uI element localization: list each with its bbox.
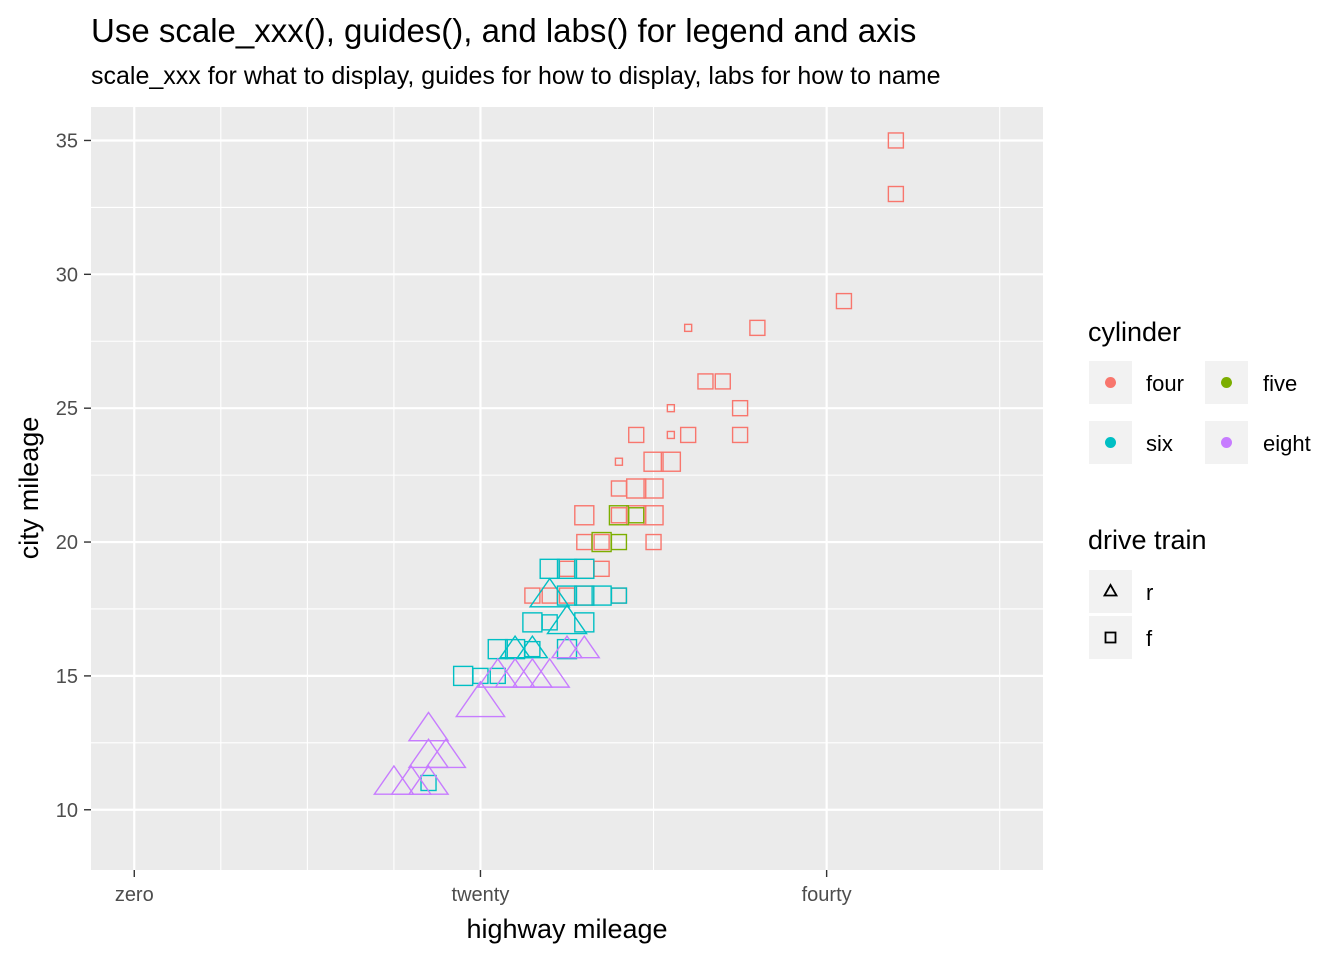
legend-drive-train: drive train r f: [1088, 525, 1207, 659]
chart-title: Use scale_xxx(), guides(), and labs() fo…: [91, 12, 916, 49]
legend-label-five: five: [1263, 371, 1297, 396]
chart-subtitle: scale_xxx for what to display, guides fo…: [91, 62, 941, 90]
legend-label-f: f: [1146, 626, 1153, 651]
data-point-triangle: [568, 634, 601, 659]
data-point-triangle: [546, 604, 588, 635]
data-point-square: [749, 319, 766, 337]
y-tick-label: 30: [56, 264, 78, 286]
legend-label-four: four: [1146, 371, 1184, 396]
y-tick-label: 20: [56, 532, 78, 554]
legend-cylinder: cylinder four five six eight: [1088, 317, 1311, 464]
data-point-square: [660, 451, 682, 472]
data-point-square: [614, 457, 624, 466]
y-tick-label: 25: [56, 398, 78, 420]
data-point-triangle: [528, 577, 571, 608]
data-point-square: [522, 612, 543, 633]
data-point-square: [574, 612, 595, 633]
data-point-square: [643, 478, 664, 499]
data-point-square: [887, 132, 905, 149]
triangle-icon: [1102, 583, 1119, 597]
legend-label-six: six: [1146, 431, 1173, 456]
data-point-square: [666, 430, 676, 440]
data-point-square: [679, 426, 697, 444]
data-point-square: [714, 373, 731, 390]
y-tick-label: 15: [56, 666, 78, 688]
data-point-square: [887, 185, 905, 203]
data-point-triangle: [528, 657, 571, 688]
data-point-square: [626, 478, 647, 499]
data-point-square: [628, 426, 645, 444]
legend-five-dot: [1221, 377, 1232, 388]
y-tick-label: 10: [56, 800, 78, 822]
data-point-triangle: [476, 657, 519, 688]
data-point-triangle: [407, 711, 450, 742]
data-point-square: [731, 399, 749, 417]
data-point-square: [666, 403, 676, 413]
data-point-square: [683, 323, 693, 333]
data-point-square: [593, 533, 610, 551]
data-point-triangle: [550, 634, 584, 659]
x-axis: zero twenty fourty: [115, 870, 852, 906]
data-point-triangle: [454, 680, 506, 718]
legend-label-r: r: [1146, 580, 1153, 605]
data-point-square: [835, 292, 853, 310]
square-icon: [1104, 631, 1117, 644]
x-axis-title: highway mileage: [466, 914, 667, 944]
y-tick-label: 35: [56, 130, 78, 152]
legend-key-f: [1089, 616, 1132, 659]
data-point-square: [643, 451, 664, 472]
legend-eight-dot: [1221, 437, 1232, 448]
x-tick-label: twenty: [452, 884, 510, 906]
x-tick-label: fourty: [802, 884, 852, 906]
legend-four-dot: [1105, 377, 1116, 388]
y-axis-title: city mileage: [14, 417, 44, 560]
data-point-square: [610, 533, 628, 551]
data-point-triangle: [424, 737, 467, 769]
minor-gridlines: [91, 107, 1043, 870]
y-axis: 10 15 20 25 30 35: [56, 130, 91, 822]
x-tick-label: zero: [115, 884, 154, 906]
plot-panel: [91, 107, 1043, 870]
data-point-square: [697, 373, 714, 390]
data-point-square: [626, 505, 647, 526]
data-point-square: [628, 507, 645, 524]
major-gridlines: [91, 107, 1043, 870]
data-point-square: [574, 558, 595, 580]
data-point-square: [556, 558, 578, 580]
data-points: [373, 132, 905, 795]
data-point-square: [731, 426, 749, 444]
legend-drive-train-title: drive train: [1088, 525, 1207, 555]
legend-cylinder-title: cylinder: [1088, 317, 1181, 347]
data-point-square: [574, 505, 595, 526]
data-point-square: [610, 587, 628, 604]
legend-six-dot: [1105, 437, 1116, 448]
data-point-square: [574, 585, 595, 606]
legend-label-eight: eight: [1263, 431, 1311, 456]
legend-key-r: [1089, 570, 1132, 613]
data-point-square: [645, 533, 662, 551]
data-point-triangle: [407, 764, 450, 795]
